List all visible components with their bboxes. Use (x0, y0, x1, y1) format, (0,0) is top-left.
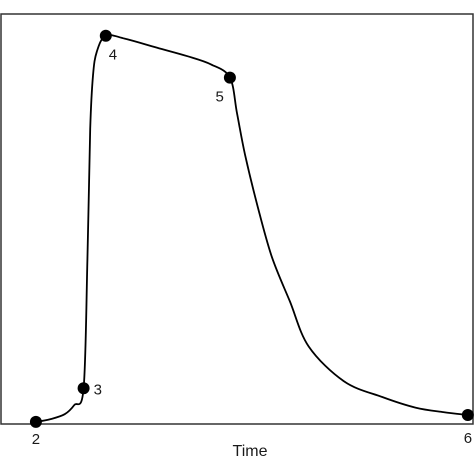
data-series-line (35, 34, 469, 423)
point-label-6: 6 (464, 430, 472, 447)
data-point-4 (99, 29, 112, 42)
data-point-6 (461, 409, 474, 421)
data-points (29, 29, 474, 428)
point-label-5: 5 (216, 89, 224, 106)
point-label-4: 4 (109, 47, 117, 64)
data-point-2 (29, 415, 42, 428)
point-labels: 2 3 4 5 6 (32, 47, 472, 448)
data-point-5 (223, 71, 236, 84)
plot-frame (0, 13, 474, 425)
point-label-3: 3 (94, 381, 102, 398)
x-axis-title: Time (233, 443, 268, 460)
point-label-2: 2 (32, 431, 40, 448)
data-point-3 (77, 382, 90, 395)
